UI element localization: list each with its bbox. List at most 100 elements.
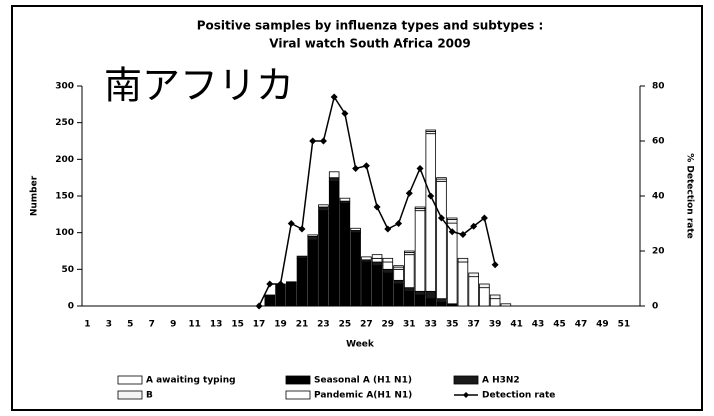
x-tick-label: 3 [106,320,112,330]
bar [393,268,404,281]
x-tick-label: 51 [618,320,631,330]
line-marker [309,137,317,145]
bar [425,298,437,307]
bar [285,281,297,307]
bar [425,133,437,292]
bar [264,294,276,307]
line-marker [373,203,381,211]
bar [328,171,340,179]
bar [296,255,308,259]
bar [328,180,340,307]
bar [436,177,447,180]
bar [414,206,426,209]
x-tick-label: 35 [446,320,459,330]
x-tick-label: 15 [231,320,244,330]
y2-tick-label: 40 [652,192,665,202]
bar [307,235,318,241]
line-marker [330,93,338,101]
legend-label: A awaiting typing [146,376,236,386]
bar [296,257,308,307]
bar [382,261,394,270]
line-marker [459,231,467,238]
bar [479,287,490,307]
x-tick-label: 1 [84,320,90,330]
x-tick-label: 9 [170,320,176,330]
x-tick-label: 17 [253,320,266,330]
line-marker [287,220,295,227]
line-marker [384,225,392,233]
bar [414,210,426,292]
line-marker [480,214,488,222]
line-marker [416,165,424,172]
x-tick-label: 49 [596,320,609,330]
y2-tick-label: 0 [652,302,658,312]
bar [382,272,394,307]
x-tick-label: 39 [489,320,502,330]
bar [382,257,394,263]
line-marker [427,192,435,200]
x-tick-label: 31 [403,320,416,330]
bar [307,234,318,237]
bar [436,301,447,307]
line-marker [255,302,263,310]
y2-tick-label: 80 [652,82,665,92]
x-tick-label: 25 [339,320,352,330]
legend-marker [463,392,469,398]
line-marker [266,280,274,288]
y-tick-label: 250 [55,118,74,128]
x-tick-label: 43 [532,320,545,330]
bar [393,283,404,307]
bar [489,294,501,300]
line-marker [491,261,499,269]
legend-label: B [146,391,153,401]
x-tick-label: 41 [510,320,523,330]
annotation: 南アフリカ [104,64,294,108]
bar [446,217,458,220]
y2-tick-label: 60 [652,137,665,147]
x-tick-label: 13 [210,320,223,330]
line-marker [319,137,327,145]
legend-label: Seasonal A (H1 N1) [314,376,412,386]
bar [318,206,329,212]
bar [404,254,415,289]
bar [318,210,329,307]
x-tick-label: 11 [188,320,201,330]
bar [479,283,490,289]
y-tick-label: 50 [61,265,74,275]
bar [328,177,340,182]
x-tick-label: 7 [149,320,155,330]
bar [361,261,372,307]
bar [457,257,469,263]
y-tick-label: 150 [55,192,74,202]
bar [371,265,383,307]
legend-swatch [285,390,311,400]
legend-swatch [117,375,143,385]
bar [425,129,437,132]
bar [414,290,426,296]
legend-label: Pandemic A(H1 N1) [314,391,412,401]
bar [318,204,329,208]
x-tick-label: 33 [424,320,437,330]
bar [404,250,415,253]
bar [371,254,383,259]
bar [371,257,383,263]
x-tick-label: 27 [360,320,373,330]
legend-label: A H3N2 [482,376,520,386]
bar [371,261,383,267]
bar [436,298,447,303]
y-tick-label: 0 [68,302,74,312]
bar [457,261,469,307]
legend-swatch [117,390,143,400]
legend-swatch [285,375,311,385]
y-axis-label: Number [30,175,40,216]
bar [361,256,372,261]
line-marker [298,225,306,233]
bar [339,197,351,202]
bar [404,290,415,307]
line-marker [362,162,370,170]
bar [468,272,479,278]
x-tick-label: 19 [274,320,287,330]
chart-subtitle: Viral watch South Africa 2009 [269,37,470,51]
x-axis-label: Week [346,340,375,350]
